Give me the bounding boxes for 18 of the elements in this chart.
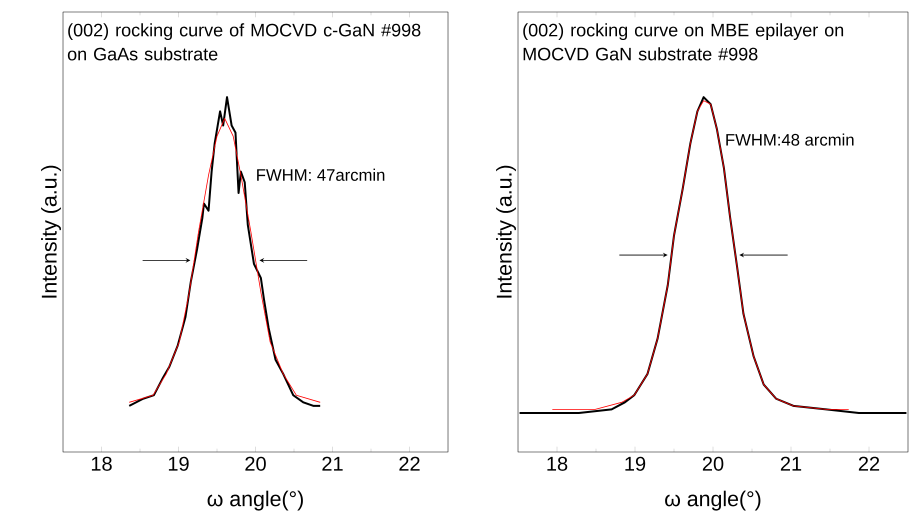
x-tick-label: 18 [92,456,112,471]
y-axis-title: Intensity (a.u.) [41,166,61,298]
annotation: FWHM:48 arcmin [726,133,854,146]
x-tick-label: 21 [780,456,802,471]
x-tick-label: 18 [547,456,568,471]
x-tick-label: 19 [625,456,646,471]
x-tick-label: 21 [322,456,343,471]
x-tick-label: 19 [168,456,189,471]
x-tick-label: 22 [399,456,420,471]
text: (002) rocking curve of MOCVD c-GaN #998 on GaAs substrate [68,23,420,60]
y-axis-title: Intensity (a.u.) [496,166,516,298]
x-axis-title: ω angle(°) [665,490,760,511]
x-axis-title: ω angle(°) [208,490,303,511]
text: (002) rocking curve on MBE epilayer on MOCVD GaN substrate #998 [523,23,844,60]
annotation: FWHM: 47arcmin [257,168,384,181]
x-tick-label: 20 [245,456,266,471]
x-tick-label: 20 [702,456,724,471]
x-tick-label: 22 [858,456,880,471]
